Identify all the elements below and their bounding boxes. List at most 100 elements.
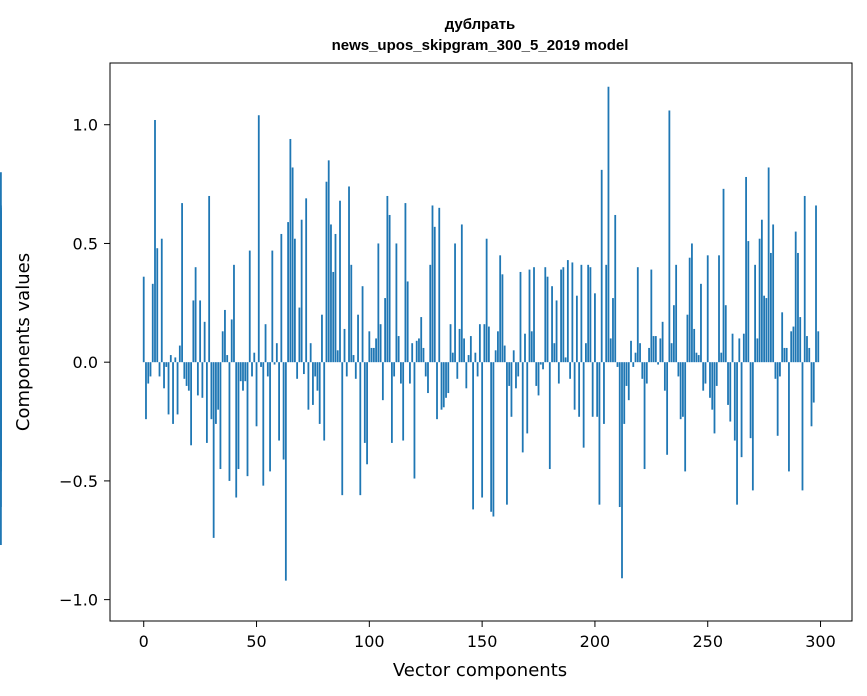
bar-component-180 bbox=[548, 362, 551, 470]
bar-component-97 bbox=[361, 286, 364, 363]
bar-component-133 bbox=[442, 362, 445, 408]
bar-component-142 bbox=[463, 338, 465, 363]
bar-component-110 bbox=[390, 362, 393, 443]
bar-component-277 bbox=[767, 167, 770, 363]
bar-component-198 bbox=[589, 267, 592, 363]
bar-component-224 bbox=[648, 347, 650, 363]
bar-component-236 bbox=[675, 264, 678, 363]
bar-component-266 bbox=[742, 333, 745, 363]
bar-component-162 bbox=[508, 362, 511, 386]
bar-component-23 bbox=[194, 267, 197, 363]
bar-component-262 bbox=[733, 362, 736, 441]
bar-component-55 bbox=[266, 362, 269, 377]
bar-component-215 bbox=[627, 362, 630, 401]
bar-component-248 bbox=[702, 362, 705, 391]
bar-component-205 bbox=[605, 264, 608, 363]
chart-title: дублрать bbox=[445, 16, 516, 33]
bar-component-186 bbox=[562, 267, 565, 363]
bar-component-206 bbox=[607, 86, 610, 363]
bar-component-115 bbox=[402, 362, 405, 441]
bar-component-268 bbox=[747, 241, 750, 363]
x-tick-label: 50 bbox=[246, 632, 266, 651]
bar-component-9 bbox=[163, 362, 165, 389]
bar-component-233 bbox=[668, 110, 671, 363]
bar-component-293 bbox=[803, 195, 806, 363]
bar-component-48 bbox=[251, 362, 253, 377]
bar-component-37 bbox=[226, 355, 229, 363]
bar-component-171 bbox=[528, 269, 531, 363]
bar-component-170 bbox=[526, 362, 529, 434]
bar-component-27 bbox=[203, 321, 206, 363]
bar-component-127 bbox=[429, 264, 432, 363]
bar-component-161 bbox=[506, 362, 508, 505]
bar-component-290 bbox=[797, 252, 799, 363]
bar-component-47 bbox=[248, 250, 251, 363]
bar-component-123 bbox=[420, 317, 423, 363]
bar-component-81 bbox=[325, 181, 328, 363]
bar-component-249 bbox=[704, 362, 707, 384]
bar-component-132 bbox=[440, 362, 443, 410]
bar-component-98 bbox=[363, 362, 366, 443]
bar-component-263 bbox=[736, 362, 738, 505]
bar-component-187 bbox=[564, 357, 567, 363]
bar-component-167 bbox=[519, 271, 522, 363]
bar-component-108 bbox=[386, 195, 389, 363]
x-tick-label: 200 bbox=[580, 632, 611, 651]
bar-component-166 bbox=[517, 362, 520, 377]
bar-component-255 bbox=[718, 255, 720, 363]
bar-component-124 bbox=[422, 347, 425, 363]
bar-component-238 bbox=[679, 362, 682, 420]
bar-component-109 bbox=[388, 214, 391, 363]
bar-component-213 bbox=[623, 362, 626, 424]
bar-component-58 bbox=[273, 362, 276, 365]
bar-component-234 bbox=[670, 343, 673, 363]
bar-component-78 bbox=[318, 362, 321, 424]
bar-component-183 bbox=[555, 300, 558, 363]
bar-component-0 bbox=[142, 276, 145, 363]
bar-component-231 bbox=[663, 362, 666, 391]
bar-component-63 bbox=[284, 362, 287, 581]
bar-component-114 bbox=[400, 362, 402, 384]
bar-component-16 bbox=[178, 345, 181, 363]
bar-component-240 bbox=[684, 362, 687, 472]
bar-component-54 bbox=[264, 324, 267, 363]
bar-component-174 bbox=[535, 362, 538, 386]
bar-component-196 bbox=[585, 343, 587, 363]
bar-component-223 bbox=[645, 362, 648, 384]
bar-component-67 bbox=[293, 238, 296, 363]
bar-component-34 bbox=[219, 362, 222, 470]
bar-component-195 bbox=[582, 362, 585, 448]
x-tick-label: 250 bbox=[692, 632, 723, 651]
bar-component-41 bbox=[235, 362, 238, 498]
bar-component-217 bbox=[632, 362, 635, 367]
bar-component-270 bbox=[751, 362, 754, 491]
bar-component-119 bbox=[411, 343, 414, 363]
bar-component-134 bbox=[445, 362, 447, 398]
bar-component-253 bbox=[713, 362, 716, 434]
y-axis-ticks: −1.0 −0.5 0.0 0.5 1.0 bbox=[59, 116, 110, 610]
bar-component-228 bbox=[657, 362, 659, 365]
bar-component-125 bbox=[424, 362, 427, 377]
x-axis-label: Vector components bbox=[393, 660, 567, 681]
bar-component-26 bbox=[201, 362, 204, 398]
bar-component-219 bbox=[636, 267, 639, 363]
bar-component-260 bbox=[729, 362, 732, 422]
bar-component-244 bbox=[693, 328, 696, 363]
bar-component-103 bbox=[375, 338, 377, 363]
bar-component-285 bbox=[785, 347, 788, 363]
bar-component-83 bbox=[330, 224, 332, 363]
bar-component-57 bbox=[271, 250, 274, 363]
bar-component-272 bbox=[756, 338, 759, 363]
bar-component-undefined bbox=[0, 362, 2, 546]
bar-component-163 bbox=[510, 362, 513, 417]
bar-component-154 bbox=[490, 362, 493, 512]
bar-component-14 bbox=[174, 357, 177, 363]
bar-component-267 bbox=[745, 176, 747, 363]
bar-component-227 bbox=[654, 336, 657, 363]
bar-component-197 bbox=[587, 264, 590, 363]
bar-component-291 bbox=[799, 317, 802, 363]
bar-component-120 bbox=[413, 362, 416, 479]
bar-component-211 bbox=[618, 362, 621, 508]
bar-component-241 bbox=[686, 314, 689, 363]
